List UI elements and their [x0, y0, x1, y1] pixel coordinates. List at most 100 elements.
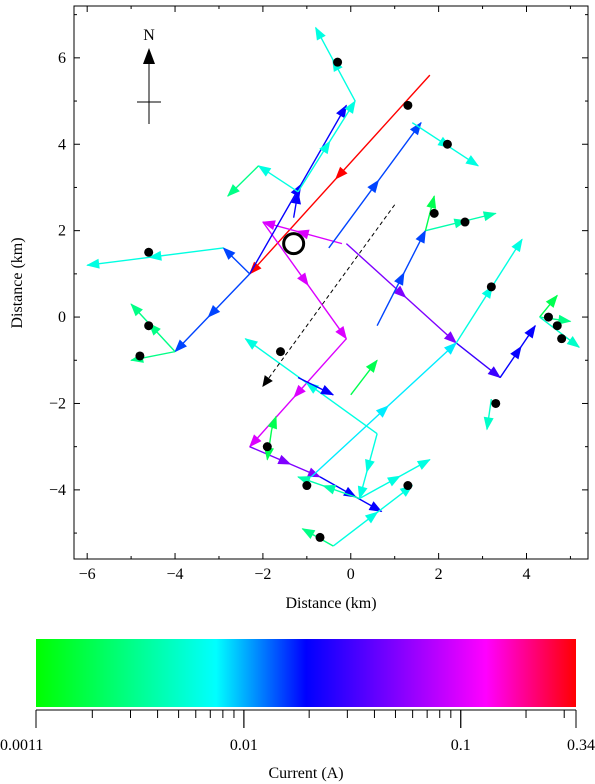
segment-arrowhead [249, 434, 262, 448]
segment-arrowhead [335, 325, 347, 340]
north-arrow: N [137, 27, 161, 124]
y-tick-label: 4 [58, 136, 66, 153]
segment-arrowhead [365, 359, 378, 373]
segment-arrowhead [261, 220, 276, 231]
segment-arrowhead [364, 511, 379, 524]
segment-arrowhead [482, 211, 497, 222]
x-tick-label: −6 [79, 566, 96, 583]
segment-arrowhead [487, 366, 501, 379]
station-dot [333, 57, 343, 67]
station-dot [491, 398, 501, 408]
segment-arrowhead [295, 229, 310, 240]
station-dot [275, 347, 285, 357]
segment-arrowhead [375, 405, 389, 418]
y-axis-ticks: −4 −2 0 2 4 6 [49, 14, 588, 534]
segment-arrowhead [416, 459, 431, 470]
segment-arrowhead [267, 415, 277, 430]
y-tick-label: 6 [58, 50, 66, 67]
north-arrow-head [143, 48, 155, 64]
station-dot [144, 247, 154, 257]
segment-arrowhead [322, 484, 337, 495]
dashed-arrowhead [262, 375, 273, 387]
segment-arrowhead [319, 140, 331, 155]
x-tick-label: 2 [435, 566, 443, 583]
station-dot [315, 532, 325, 542]
segment-arrowhead [483, 416, 494, 431]
segment-arrowhead [367, 179, 380, 194]
dashed-direction-arrow [262, 204, 396, 387]
colorbar-gradient [36, 639, 576, 707]
station-dot [557, 334, 567, 344]
y-tick-label: −2 [49, 395, 66, 412]
colorbar-tick-label: 0.0011 [0, 737, 43, 754]
segment-arrowhead [336, 104, 347, 119]
segment-arrowhead [465, 155, 480, 167]
x-axis-ticks: −6 −4 −2 0 2 4 [79, 6, 571, 583]
segment-arrowhead [443, 342, 457, 355]
segment-arrowhead [365, 459, 375, 473]
colorbar: 0.0011 0.01 0.1 0.34 Current (A) [0, 639, 595, 782]
segment-arrowhead [566, 336, 581, 348]
segment-arrowhead [511, 238, 523, 253]
segment-arrowhead [207, 304, 221, 318]
segment-arrowhead [557, 314, 572, 325]
segment-arrowhead [244, 338, 258, 350]
segment-arrowhead [443, 331, 457, 344]
x-tick-label: −4 [167, 566, 184, 583]
segment-arrowhead [130, 303, 143, 317]
station-dot [552, 321, 562, 331]
segment-arrowhead [227, 184, 240, 197]
x-tick-label: 4 [522, 566, 530, 583]
segment-arrowhead [305, 382, 320, 394]
colorbar-tick-label: 0.34 [567, 737, 595, 754]
station-dot [144, 321, 154, 331]
segment-arrowhead [174, 339, 187, 353]
segment-arrowhead [293, 384, 306, 398]
segment-arrowhead [297, 272, 309, 287]
x-axis-label: Distance (km) [285, 595, 376, 612]
station-dots [135, 57, 567, 542]
x-tick-label: 0 [347, 566, 355, 583]
segment-arrowhead [545, 294, 558, 308]
station-dot [262, 442, 272, 452]
source-marker [282, 232, 306, 256]
segment-arrowhead [409, 121, 422, 136]
station-dot [403, 481, 413, 491]
segment-arrowhead [307, 467, 321, 478]
station-dot [403, 100, 413, 110]
segment-arrowhead [148, 250, 162, 261]
station-dot [543, 312, 553, 322]
colorbar-tick-label: 0.01 [230, 737, 258, 754]
station-dot [135, 351, 145, 361]
segment-arrowhead [315, 26, 326, 41]
segment-arrowhead [415, 229, 426, 244]
colorbar-ticks: 0.0011 0.01 0.1 0.34 [0, 710, 595, 754]
station-dot [442, 139, 452, 149]
x-tick-label: −2 [254, 566, 271, 583]
segment-arrowhead [368, 501, 383, 512]
north-label: N [143, 27, 155, 44]
network-plot: −6 −4 −2 0 2 4 −4 −2 0 2 4 6 [49, 5, 589, 583]
segment-arrowhead [524, 324, 536, 339]
segment-arrowhead [510, 345, 522, 360]
segment-arrowhead [320, 385, 335, 396]
segment-arrowhead [249, 261, 262, 275]
segment-arrowhead [291, 190, 301, 205]
dashed-arrow-line [262, 204, 396, 387]
segment-arrowhead [301, 528, 316, 539]
segment-arrowhead [387, 475, 401, 487]
segment-arrowhead [277, 454, 292, 465]
segment-arrowhead [357, 485, 368, 500]
segment-arrowhead [426, 195, 437, 209]
segment-arrowhead [257, 165, 272, 177]
y-tick-label: 0 [58, 309, 66, 326]
colorbar-label: Current (A) [268, 765, 343, 782]
segment-arrowhead [222, 247, 236, 260]
segment-arrowhead [394, 271, 405, 286]
segment-arrowhead [86, 258, 100, 269]
station-dot [429, 208, 439, 218]
segment-arrowhead [344, 100, 356, 114]
y-tick-label: 2 [58, 223, 66, 240]
plot-frame [73, 5, 589, 560]
